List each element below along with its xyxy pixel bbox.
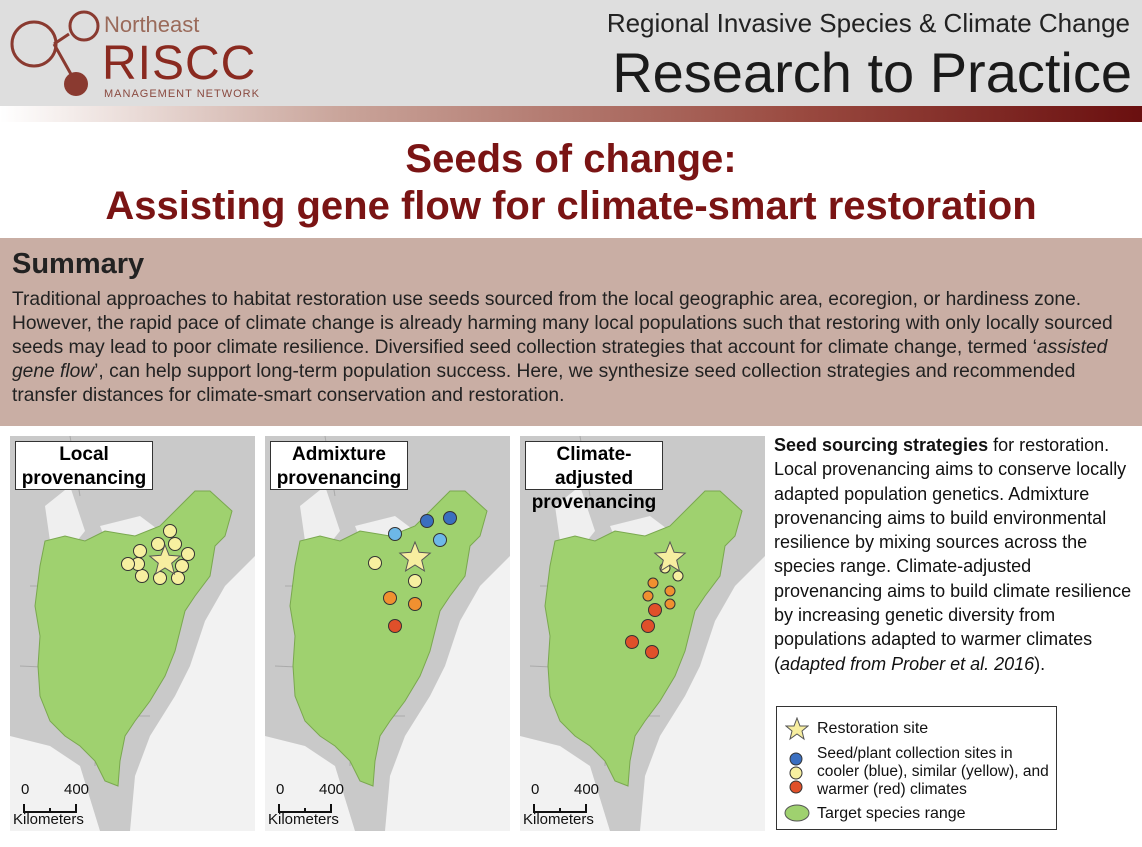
scale-label: 400 xyxy=(319,781,345,798)
collection-site xyxy=(648,603,662,617)
title-line: Seeds of change: xyxy=(405,137,737,181)
collection-site xyxy=(433,533,447,547)
collection-site xyxy=(121,557,135,571)
collection-site xyxy=(408,574,422,588)
summary: Summary Traditional approaches to habita… xyxy=(0,238,1142,426)
restoration-site xyxy=(398,540,432,572)
map-panel: Local provenancing 0 400 Kilometers xyxy=(10,436,255,831)
collection-site xyxy=(664,585,676,597)
legend-text: Target species range xyxy=(817,805,966,822)
scale-unit: Kilometers xyxy=(523,811,594,828)
scale-bar xyxy=(23,804,77,813)
scale-label: 0 xyxy=(276,781,285,798)
restoration-site xyxy=(653,540,687,572)
org-name: RISCC xyxy=(102,37,257,90)
collection-site xyxy=(420,514,434,528)
collection-site xyxy=(368,556,382,570)
collection-site xyxy=(383,591,397,605)
title-line: Assisting gene flow for climate-smart re… xyxy=(105,184,1037,228)
caption-closing: ). xyxy=(1034,653,1046,674)
collection-site xyxy=(133,544,147,558)
collection-site xyxy=(443,511,457,525)
collection-site xyxy=(664,598,676,610)
banner: Research to Practice xyxy=(612,41,1132,104)
caption-body: for restoration. Local provenancing aims… xyxy=(774,435,1132,674)
collection-site xyxy=(135,569,149,583)
summary-heading: Summary xyxy=(12,248,145,280)
text: Traditional approaches to habitat restor… xyxy=(12,289,1113,358)
collection-site xyxy=(625,635,639,649)
collection-site xyxy=(171,571,185,585)
scale-unit: Kilometers xyxy=(13,811,84,828)
org-region: Northeast xyxy=(104,12,200,37)
scale-bar xyxy=(533,804,587,813)
tagline: Regional Invasive Species & Climate Chan… xyxy=(606,8,1130,38)
summary-text: Traditional approaches to habitat restor… xyxy=(12,288,1137,408)
collection-site xyxy=(168,537,182,551)
collection-site xyxy=(388,527,402,541)
collection-site xyxy=(647,577,659,589)
collection-site xyxy=(175,559,189,573)
collection-site xyxy=(388,619,402,633)
map xyxy=(520,436,765,831)
scale-label: 0 xyxy=(531,781,540,798)
legend-text: Restoration site xyxy=(817,720,929,737)
scale-bar xyxy=(278,804,332,813)
map xyxy=(10,436,255,831)
restoration-site xyxy=(148,543,182,575)
legend-text: Seed/plant collection sites in cooler (b… xyxy=(817,745,1049,798)
logo-icon xyxy=(10,10,100,96)
map-label: Climate-adjusted provenancing xyxy=(525,441,663,513)
collection-site xyxy=(181,547,195,561)
org-sub: MANAGEMENT NETWORK xyxy=(104,88,260,100)
scale-label: 0 xyxy=(21,781,30,798)
scale-label: 400 xyxy=(574,781,600,798)
map-label: Local provenancing xyxy=(15,441,153,490)
citation: adapted from Prober et al. 2016 xyxy=(780,653,1035,674)
collection-site xyxy=(642,590,654,602)
text: ’, can help support long-term population… xyxy=(12,361,1076,406)
map-panel: Admixture provenancing 0 400 Kilometers xyxy=(265,436,510,831)
legend-range xyxy=(784,804,810,822)
collection-site xyxy=(408,597,422,611)
collection-site xyxy=(641,619,655,633)
collection-site xyxy=(163,524,177,538)
term: assisted gene flow xyxy=(12,337,1108,382)
map-label: Admixture provenancing xyxy=(270,441,408,490)
header-band xyxy=(0,106,1142,122)
caption: Seed sourcing strategies for restoration… xyxy=(774,433,1138,676)
map xyxy=(265,436,510,831)
header: Northeast RISCC MANAGEMENT NETWORK Regio… xyxy=(0,0,1142,106)
map-panel: Climate-adjusted provenancing 0 400 Kilomet… xyxy=(520,436,765,831)
collection-site xyxy=(151,537,165,551)
legend-dots xyxy=(789,752,803,794)
scale-unit: Kilometers xyxy=(268,811,339,828)
collection-site xyxy=(672,570,684,582)
legend-star xyxy=(785,717,809,741)
caption-lead: Seed sourcing strategies xyxy=(774,435,989,455)
legend: Restoration site Seed/plant collection s… xyxy=(776,706,1057,830)
scale-label: 400 xyxy=(64,781,90,798)
collection-site xyxy=(645,645,659,659)
